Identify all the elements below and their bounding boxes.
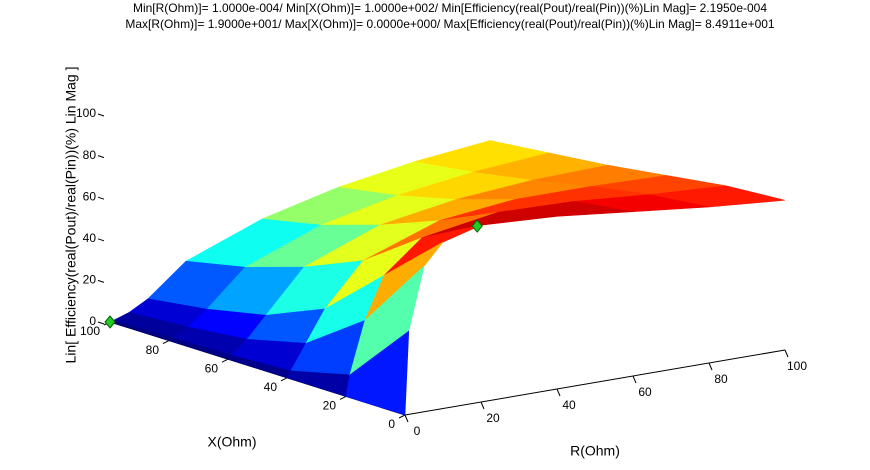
- x-tick: [632, 375, 637, 384]
- y-tick-label: 40: [264, 380, 278, 394]
- y-tick-label: 100: [80, 324, 100, 338]
- z-tick: [97, 321, 105, 325]
- x-tick-label: 0: [414, 424, 421, 438]
- y-tick-label: 0: [388, 417, 395, 431]
- y-tick: [398, 414, 406, 419]
- z-tick-label: 40: [83, 231, 97, 245]
- x-tick-label: 60: [638, 385, 652, 399]
- x-axis: [404, 349, 786, 416]
- y-tick-label: 60: [205, 361, 219, 375]
- marker: [471, 219, 483, 233]
- x-tick: [784, 349, 789, 358]
- z-tick: [97, 155, 105, 159]
- x-tick: [480, 401, 485, 410]
- z-tick-label: 100: [76, 106, 96, 120]
- x-axis-label: R(Ohm): [570, 443, 620, 459]
- surface-patch: [345, 330, 410, 416]
- y-tick-label: 80: [146, 343, 160, 357]
- z-tick-label: 80: [83, 148, 97, 162]
- y-tick-label: 20: [323, 399, 337, 413]
- x-tick: [556, 388, 561, 397]
- x-tick-label: 100: [787, 359, 807, 373]
- x-tick-label: 20: [486, 411, 500, 425]
- z-tick-label: 20: [83, 273, 97, 287]
- y-tick: [162, 340, 170, 345]
- z-tick: [97, 196, 105, 200]
- x-tick: [404, 414, 409, 423]
- surface-patch: [286, 370, 351, 397]
- x-tick-label: 80: [714, 372, 728, 386]
- y-tick: [280, 377, 288, 382]
- y-tick: [339, 395, 347, 400]
- marker: [104, 315, 116, 329]
- y-axis-label: X(Ohm): [208, 434, 257, 450]
- z-tick: [97, 279, 105, 283]
- z-axis-label: Lin[ Efficiency(real(Pout)/real(Pin))(%)…: [63, 67, 79, 364]
- x-tick-label: 40: [562, 398, 576, 412]
- z-tick: [97, 238, 105, 242]
- x-tick: [708, 362, 713, 371]
- z-tick-label: 60: [83, 189, 97, 203]
- z-tick: [97, 113, 105, 117]
- z-tick-label: 0: [89, 314, 96, 328]
- chart-subtitle: Max[R(Ohm)]= 1.9000e+001/ Max[X(Ohm)]= 0…: [125, 17, 775, 31]
- y-tick: [221, 358, 229, 363]
- chart-title: Min[R(Ohm)]= 1.0000e-004/ Min[X(Ohm)]= 1…: [133, 1, 767, 15]
